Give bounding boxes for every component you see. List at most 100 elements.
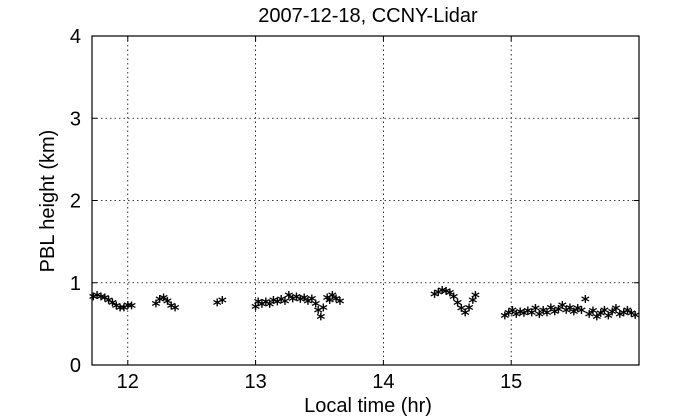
data-point: * xyxy=(453,296,462,316)
chart-title: 2007-12-18, CCNY-Lidar xyxy=(258,5,478,27)
data-point: * xyxy=(554,303,563,323)
data-point: * xyxy=(471,289,480,309)
data-point: * xyxy=(93,289,102,309)
data-point: * xyxy=(218,293,227,313)
data-point: * xyxy=(292,290,301,310)
data-point: * xyxy=(171,301,180,321)
data-point: * xyxy=(516,305,525,325)
data-point: * xyxy=(277,293,286,313)
data-point: * xyxy=(319,301,328,321)
data-point: * xyxy=(288,292,297,312)
data-point: * xyxy=(504,306,513,326)
data-point: * xyxy=(500,309,509,329)
data-point: * xyxy=(284,289,293,309)
data-point: * xyxy=(335,294,344,314)
x-tick-label: 12 xyxy=(117,371,139,393)
data-point: * xyxy=(323,291,332,311)
data-point: * xyxy=(623,303,632,323)
data-point: * xyxy=(461,306,470,326)
data-point: * xyxy=(273,295,282,315)
data-point: * xyxy=(562,303,571,323)
data-point: * xyxy=(258,298,267,318)
data-point: * xyxy=(116,301,125,321)
data-point: * xyxy=(627,307,636,327)
data-point: * xyxy=(311,297,320,317)
x-axis-title: Local time (hr) xyxy=(304,395,432,417)
data-point: * xyxy=(527,306,536,326)
data-point: * xyxy=(265,298,274,318)
data-point: * xyxy=(213,296,222,316)
y-axis-title: PBL height (km) xyxy=(37,130,59,273)
y-tick-label: 0 xyxy=(70,355,81,377)
y-tick-label: 3 xyxy=(70,108,81,130)
data-point: * xyxy=(167,299,176,319)
data-point: * xyxy=(604,309,613,329)
data-point: * xyxy=(304,294,313,314)
data-point: * xyxy=(100,291,109,311)
data-point: * xyxy=(163,294,172,314)
data-point: * xyxy=(97,290,106,310)
data-point: * xyxy=(112,299,121,319)
data-point: * xyxy=(328,289,337,309)
data-point: * xyxy=(108,296,117,316)
x-tick-label: 15 xyxy=(500,371,522,393)
data-point: * xyxy=(438,284,447,304)
data-point: * xyxy=(465,301,474,321)
data-points: *********** ****** ** *********************… xyxy=(89,284,640,330)
data-point: * xyxy=(520,307,529,327)
data-point: * xyxy=(127,299,136,319)
data-point: * xyxy=(535,307,544,327)
data-point: * xyxy=(449,290,458,310)
data-point: * xyxy=(123,298,132,318)
x-tick-label: 13 xyxy=(244,371,266,393)
data-point: * xyxy=(307,292,316,312)
x-tick-label: 14 xyxy=(372,371,394,393)
y-tick-label: 4 xyxy=(70,26,81,48)
data-point: * xyxy=(631,308,640,328)
data-point: * xyxy=(543,306,552,326)
data-point: * xyxy=(615,307,624,327)
data-point: * xyxy=(251,300,260,320)
data-point: * xyxy=(120,301,129,321)
data-point: * xyxy=(550,305,559,325)
data-point: * xyxy=(261,295,270,315)
data-point: * xyxy=(159,291,168,311)
data-point: * xyxy=(254,295,263,315)
data-point: * xyxy=(457,302,466,322)
data-point: * xyxy=(531,302,540,322)
y-tick-label: 1 xyxy=(70,273,81,295)
data-point: * xyxy=(585,307,594,327)
data-point: * xyxy=(612,302,621,322)
data-point: * xyxy=(332,292,341,312)
data-point: * xyxy=(151,297,160,317)
data-point: * xyxy=(314,303,323,323)
y-tick-label: 2 xyxy=(70,191,81,213)
data-point: * xyxy=(512,307,521,327)
data-point: * xyxy=(316,310,325,330)
data-point: * xyxy=(104,293,113,313)
data-point: * xyxy=(442,284,451,304)
data-point: * xyxy=(596,307,605,327)
data-point: * xyxy=(445,286,454,306)
data-point: * xyxy=(581,293,590,313)
grid-lines xyxy=(92,36,639,365)
data-point: * xyxy=(523,304,532,324)
data-point: * xyxy=(300,291,309,311)
data-point: * xyxy=(434,285,443,305)
data-point: * xyxy=(600,303,609,323)
data-point: * xyxy=(325,293,334,313)
data-point: * xyxy=(508,303,517,323)
data-point: * xyxy=(296,293,305,313)
data-point: * xyxy=(539,303,548,323)
data-point: * xyxy=(269,293,278,313)
data-point: * xyxy=(468,293,477,313)
data-point: * xyxy=(569,305,578,325)
data-point: * xyxy=(546,301,555,321)
data-point: * xyxy=(589,304,598,324)
data-point: * xyxy=(430,288,439,308)
data-point: * xyxy=(619,306,628,326)
data-point: * xyxy=(573,302,582,322)
data-point: * xyxy=(281,294,290,314)
